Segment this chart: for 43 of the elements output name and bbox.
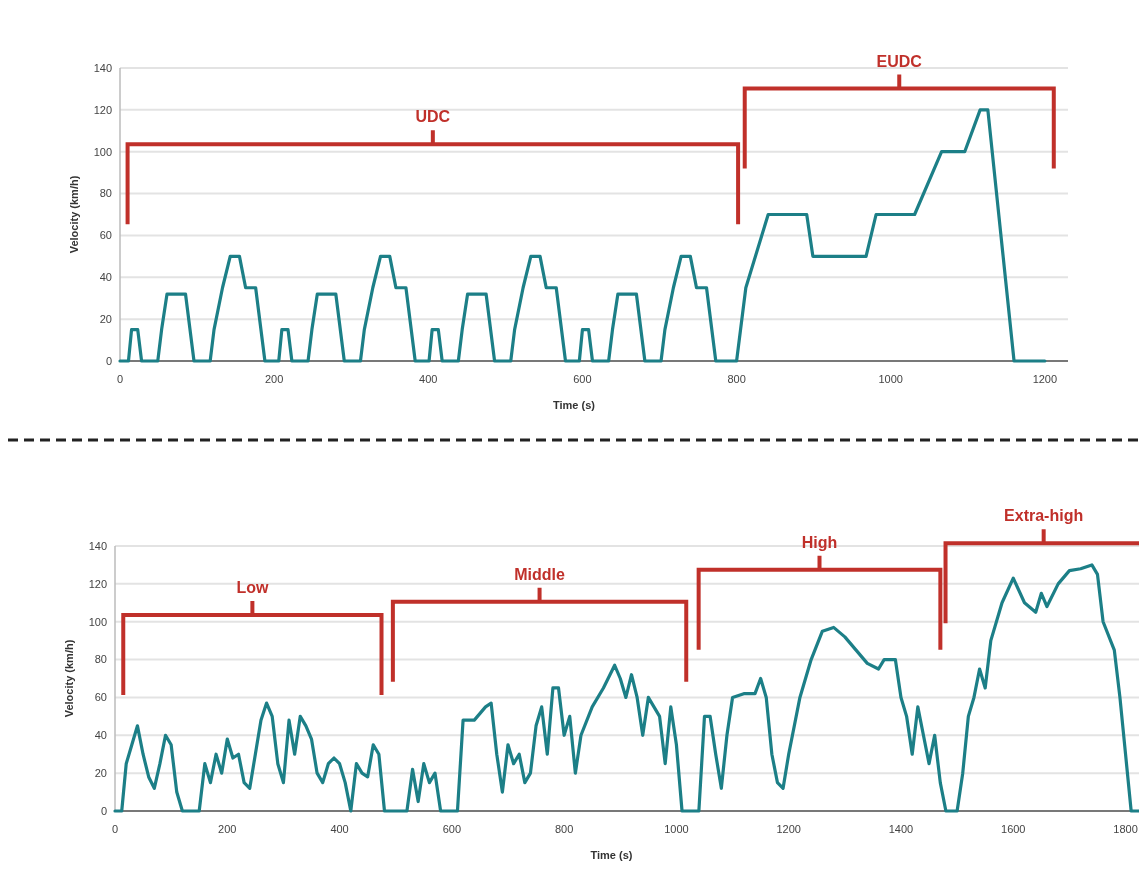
x-tick-label: 800 <box>554 823 574 835</box>
annotation: Middle <box>514 565 565 583</box>
x-tick-label: 400 <box>419 373 438 385</box>
y-tick-label: 120 <box>88 577 107 590</box>
x-tick-label: 1800 <box>1113 823 1138 835</box>
x-tick-label: 1600 <box>1001 823 1026 835</box>
x-tick-label: 1400 <box>888 823 914 835</box>
text: Extra-high <box>1004 507 1084 525</box>
y-tick-label: 80 <box>94 653 107 666</box>
x-axis-title: Time (s) <box>590 849 633 861</box>
x-tick-label: 1200 <box>1032 373 1058 385</box>
y-axis-title: Velocity (km/h) <box>63 639 75 718</box>
y-tick-label: 40 <box>99 271 112 284</box>
x-tick-label: 600 <box>442 823 462 835</box>
line-series <box>118 108 1047 363</box>
y-tick-label: 0 <box>100 804 107 817</box>
y-tick-label: 80 <box>99 187 112 200</box>
annotation: High <box>801 533 838 551</box>
y-tick-label: 40 <box>94 729 107 742</box>
annotation: Low <box>236 578 269 596</box>
y-tick-label: 20 <box>99 312 112 325</box>
y-tick-label: 20 <box>94 766 107 779</box>
x-tick-label: 0 <box>116 373 124 385</box>
x-tick-label: 1000 <box>878 373 903 385</box>
annotation: UDC <box>415 108 451 126</box>
y-tick-label: 0 <box>105 354 112 367</box>
y-tick-label: 60 <box>94 691 107 704</box>
x-tick-label: 1000 <box>664 823 689 835</box>
y-tick-label: 120 <box>93 103 112 116</box>
annotation: EUDC <box>876 52 923 70</box>
x-axis-title: Time (s) <box>553 399 596 411</box>
y-tick-label: 140 <box>88 539 107 552</box>
x-tick-label: 800 <box>727 373 746 385</box>
x-tick-label: 1200 <box>776 823 801 835</box>
y-tick-label: 60 <box>99 229 112 242</box>
y-tick-label: 140 <box>93 61 112 74</box>
y-axis-title: Velocity (km/h) <box>68 175 80 254</box>
y-tick-label: 100 <box>93 145 112 158</box>
x-tick-label: 200 <box>264 373 284 385</box>
x-tick-label: 600 <box>573 373 592 385</box>
x-tick-label: 200 <box>218 823 237 835</box>
x-tick-label: 400 <box>330 823 349 835</box>
y-tick-label: 100 <box>88 615 107 628</box>
